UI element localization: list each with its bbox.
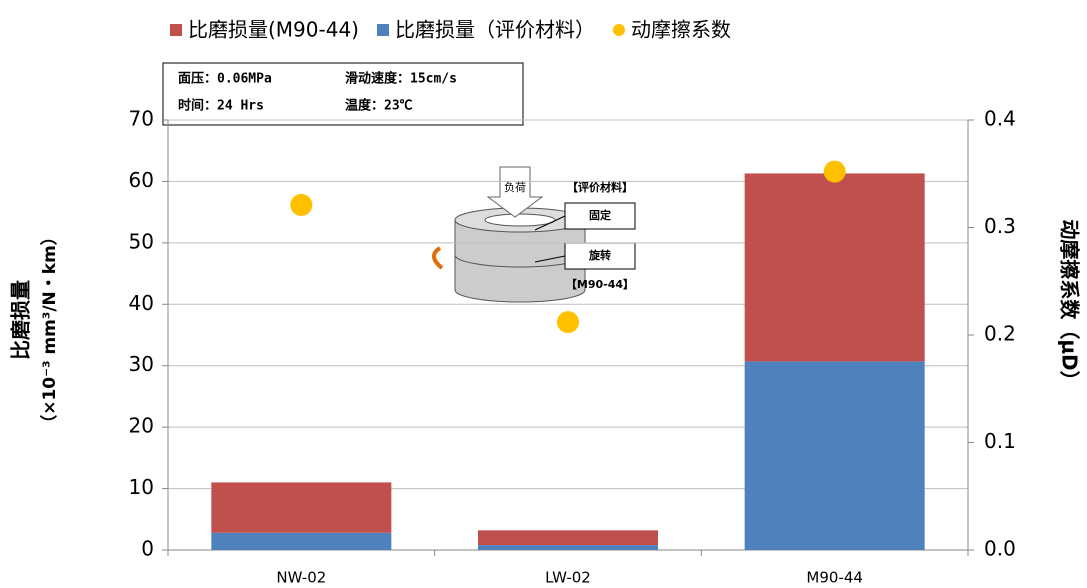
legend-marker — [170, 24, 182, 36]
rotate-arrow — [432, 246, 444, 270]
annotation: 滑动速度：15cm/s — [345, 71, 457, 87]
inset-label: 固定 — [589, 208, 611, 222]
y-tick-label: 50 — [129, 229, 154, 253]
bar-segment — [478, 545, 658, 550]
bar-segment — [744, 173, 925, 362]
x-tick-label: LW-02 — [545, 569, 591, 587]
x-tick-label: NW-02 — [276, 569, 326, 587]
bar-segment — [478, 530, 658, 546]
y2-axis-label: 动摩擦系数（μD） — [1058, 219, 1082, 390]
y2-tick-label: 0.2 — [984, 322, 1016, 346]
scatter-point — [557, 311, 579, 334]
legend-marker — [376, 24, 389, 36]
y-tick-label: 20 — [129, 414, 154, 438]
pointer — [534, 215, 566, 231]
y-axis-label: （×10⁻³ mm³/N・km） — [39, 228, 60, 432]
y2-tick-label: 0.4 — [984, 107, 1016, 131]
annotation-box — [162, 62, 524, 126]
y-tick-label: 0 — [141, 537, 154, 561]
bar-segment — [211, 532, 392, 550]
y-tick-label: 40 — [129, 291, 154, 315]
legend-label: 比磨损量(M90-44) — [188, 18, 359, 42]
legend-label: 动摩擦系数 — [631, 18, 731, 42]
y2-tick-label: 0.1 — [984, 429, 1016, 453]
annotation: 时间：24 Hrs — [178, 98, 264, 114]
legend-marker — [612, 24, 625, 36]
bar-segment — [744, 361, 925, 550]
annotation: 温度：23℃ — [345, 98, 413, 114]
scatter-point — [823, 160, 846, 183]
label-box — [564, 202, 636, 230]
inset-label: 【M90-44】 — [566, 278, 634, 291]
legend-label: 比磨损量（评价材料） — [395, 18, 595, 42]
inset-diagram — [432, 166, 636, 303]
y2-tick-label: 0.0 — [984, 537, 1016, 561]
bar-segment — [211, 482, 392, 533]
pointer — [534, 255, 566, 263]
inset-label: 旋转 — [588, 248, 611, 262]
y-tick-label: 60 — [129, 168, 154, 192]
load-arrow — [486, 166, 544, 218]
inset-label: 负荷 — [504, 180, 526, 194]
x-tick-label: M90-44 — [806, 569, 863, 587]
y-tick-label: 10 — [129, 475, 154, 499]
label-box — [564, 242, 636, 270]
cylinder — [454, 219, 586, 303]
scatter-point — [290, 193, 313, 216]
annotation: 面压：0.06MPa — [178, 72, 272, 87]
y-axis-label: 比磨损量 — [9, 280, 33, 360]
y-tick-label: 70 — [129, 107, 154, 131]
y2-tick-label: 0.3 — [984, 214, 1016, 238]
cylinder-hole — [484, 213, 556, 227]
inset-label: 【评价材料】 — [567, 180, 633, 194]
y-tick-label: 30 — [129, 352, 154, 376]
